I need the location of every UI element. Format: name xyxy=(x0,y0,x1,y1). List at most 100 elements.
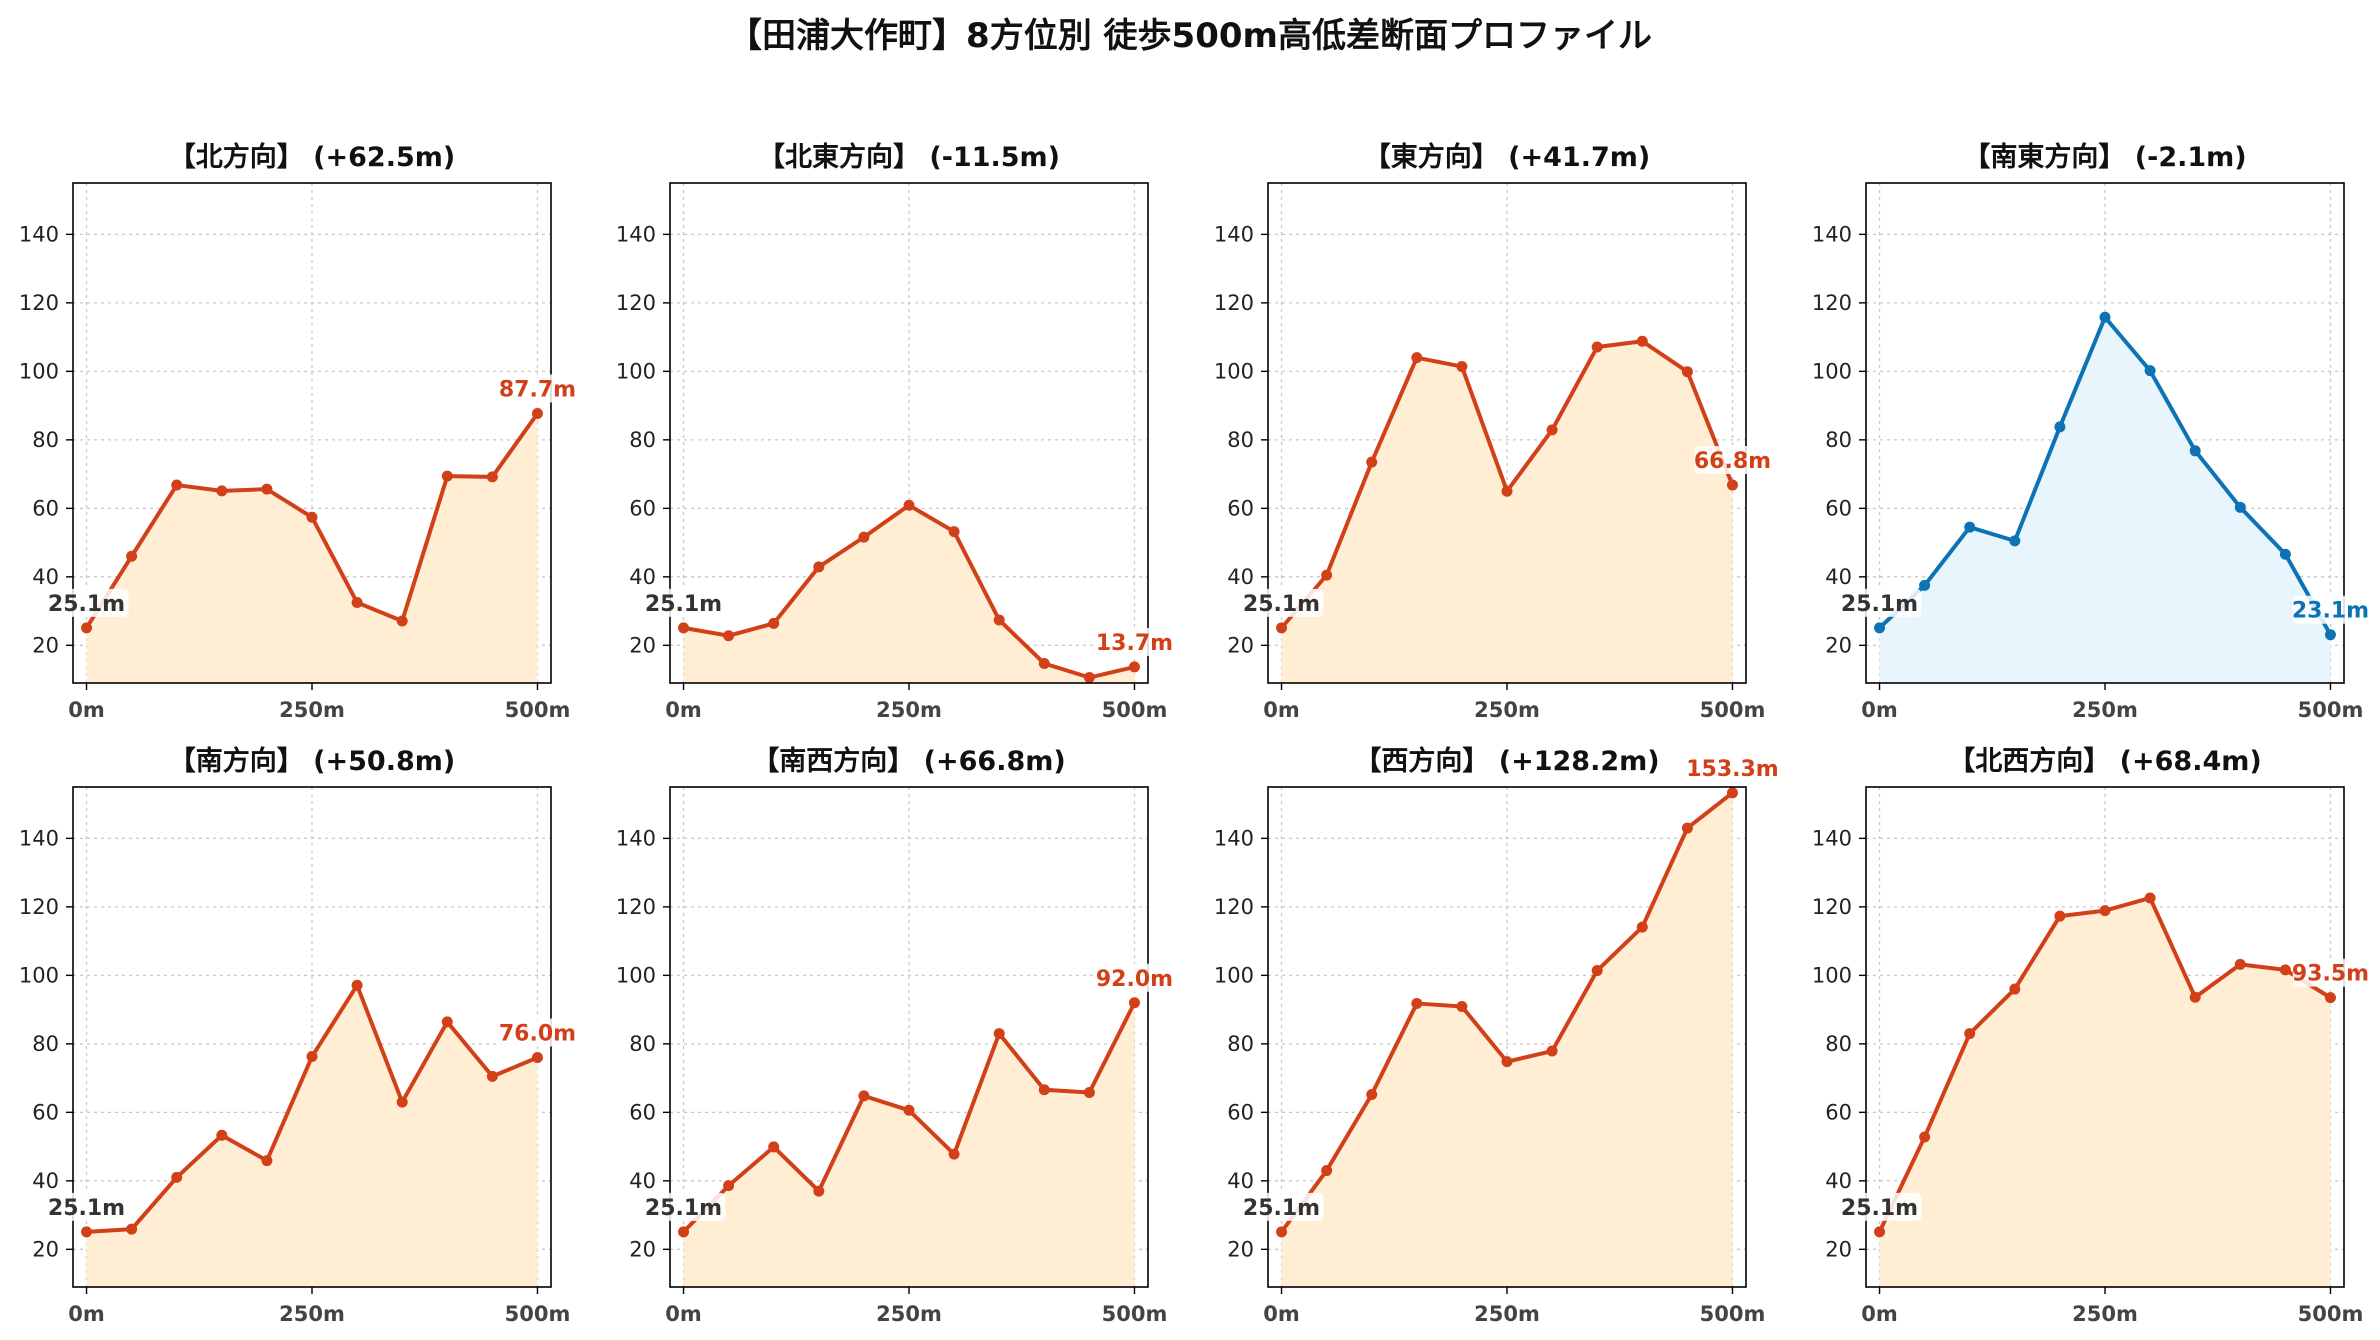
start-label-bg xyxy=(1837,588,1922,617)
data-point xyxy=(1726,479,1738,491)
data-point xyxy=(2324,629,2336,641)
data-point xyxy=(351,979,363,991)
start-label-bg xyxy=(44,1192,129,1221)
y-tick-label: 60 xyxy=(629,1100,656,1124)
y-tick-label: 140 xyxy=(616,222,656,246)
x-tick-label: 500m xyxy=(1700,1302,1766,1326)
data-point xyxy=(396,615,408,627)
data-point xyxy=(1591,965,1603,977)
end-elevation-label: 92.0m xyxy=(1096,967,1173,992)
data-point xyxy=(993,614,1005,626)
end-label-bg xyxy=(499,1018,576,1047)
x-tick-label: 250m xyxy=(2072,1302,2138,1326)
data-point xyxy=(1038,1084,1050,1096)
data-point xyxy=(723,630,735,642)
end-elevation-label: 76.0m xyxy=(499,1022,576,1047)
data-point xyxy=(678,622,690,634)
data-point xyxy=(1501,485,1513,497)
y-tick-label: 100 xyxy=(1214,359,1254,383)
x-tick-label: 250m xyxy=(1474,698,1540,722)
data-point xyxy=(216,1129,228,1141)
data-point xyxy=(1874,1226,1886,1238)
y-tick-label: 60 xyxy=(1227,1100,1254,1124)
data-point xyxy=(1919,1131,1931,1143)
y-tick-label: 140 xyxy=(19,826,59,850)
x-tick-label: 0m xyxy=(68,1302,105,1326)
y-tick-label: 100 xyxy=(616,359,656,383)
start-label-bg xyxy=(641,1192,726,1221)
start-label-bg xyxy=(1239,1192,1324,1221)
y-tick-label: 100 xyxy=(1812,359,1852,383)
y-tick-label: 100 xyxy=(19,359,59,383)
data-point xyxy=(1128,997,1140,1009)
data-point xyxy=(993,1028,1005,1040)
chart-panel-1: 【北方向】 (+62.5m) 20 40 60 80 100 120 140 0m 250m 500… xyxy=(19,141,576,722)
data-point xyxy=(723,1180,735,1192)
data-point xyxy=(1636,335,1648,347)
data-point xyxy=(2324,992,2336,1004)
data-point xyxy=(261,483,273,495)
y-tick-label: 100 xyxy=(616,963,656,987)
start-elevation-label: 25.1m xyxy=(48,1196,125,1221)
y-tick-label: 60 xyxy=(1825,496,1852,520)
data-point xyxy=(306,1051,318,1063)
end-label-bg xyxy=(2292,595,2369,624)
data-point xyxy=(171,1171,183,1183)
end-elevation-label: 93.5m xyxy=(2292,962,2369,987)
y-tick-label: 140 xyxy=(1214,826,1254,850)
data-point xyxy=(2234,501,2246,513)
data-point xyxy=(1456,1001,1468,1013)
data-point xyxy=(768,1141,780,1153)
chart-panel-7: 【西方向】 (+128.2m) 20 40 60 80 100 120 140 0m 250m 50… xyxy=(1214,745,1779,1326)
data-point xyxy=(1083,672,1095,684)
y-tick-label: 120 xyxy=(19,895,59,919)
x-tick-label: 0m xyxy=(68,698,105,722)
data-point xyxy=(1874,622,1886,634)
y-tick-label: 60 xyxy=(629,496,656,520)
data-point xyxy=(948,1148,960,1160)
data-point xyxy=(1964,521,1976,533)
y-tick-label: 140 xyxy=(19,222,59,246)
data-point xyxy=(1038,657,1050,669)
start-elevation-label: 25.1m xyxy=(645,592,722,617)
x-tick-label: 500m xyxy=(1700,698,1766,722)
data-point xyxy=(903,499,915,511)
x-tick-label: 500m xyxy=(2298,1302,2364,1326)
data-point xyxy=(1366,1089,1378,1101)
y-tick-label: 140 xyxy=(1812,222,1852,246)
panel-title: 【南西方向】 (+66.8m) xyxy=(752,745,1065,777)
data-point xyxy=(1636,921,1648,933)
y-tick-label: 60 xyxy=(1825,1100,1852,1124)
data-point xyxy=(1726,787,1738,799)
data-point xyxy=(2189,445,2201,457)
x-tick-label: 0m xyxy=(1861,698,1898,722)
panel-title: 【北方向】 (+62.5m) xyxy=(169,141,455,173)
data-point xyxy=(81,1226,93,1238)
data-point xyxy=(81,622,93,634)
data-point xyxy=(1276,622,1288,634)
data-point xyxy=(441,470,453,482)
y-tick-label: 120 xyxy=(1812,895,1852,919)
data-point xyxy=(1591,341,1603,353)
y-tick-label: 20 xyxy=(1227,633,1254,657)
data-point xyxy=(2009,535,2021,547)
elevation-area xyxy=(1281,341,1733,683)
panel-title: 【南東方向】 (-2.1m) xyxy=(1963,141,2246,173)
chart-panel-6: 【南西方向】 (+66.8m) 20 40 60 80 100 120 140 0m 250m 50… xyxy=(616,745,1173,1326)
data-point xyxy=(486,471,498,483)
panel-title: 【北東方向】 (-11.5m) xyxy=(758,141,1060,173)
data-point xyxy=(948,526,960,538)
data-point xyxy=(858,1090,870,1102)
y-tick-label: 40 xyxy=(1227,565,1254,589)
data-point xyxy=(1964,1028,1976,1040)
data-point xyxy=(1456,361,1468,373)
data-point xyxy=(1411,352,1423,364)
elevation-area xyxy=(86,413,538,683)
data-point xyxy=(2144,365,2156,377)
start-label-bg xyxy=(1837,1192,1922,1221)
y-tick-label: 40 xyxy=(32,565,59,589)
x-tick-label: 0m xyxy=(1861,1302,1898,1326)
elevation-area xyxy=(1879,897,2331,1287)
x-tick-label: 0m xyxy=(665,1302,702,1326)
